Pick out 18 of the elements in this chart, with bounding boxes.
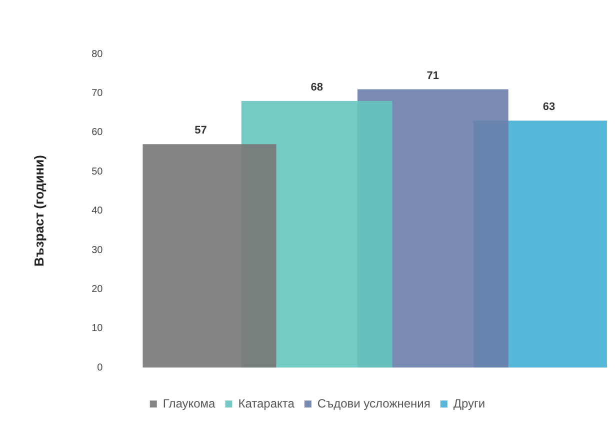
legend-label: Съдови усложнения bbox=[317, 396, 430, 410]
y-tick-label: 70 bbox=[92, 88, 104, 99]
legend-label: Катаракта bbox=[238, 396, 295, 410]
y-tick-label: 60 bbox=[92, 127, 104, 138]
data-label: 63 bbox=[542, 101, 556, 114]
y-tick-label: 10 bbox=[92, 323, 104, 334]
y-tick-label: 30 bbox=[92, 244, 104, 256]
y-tick-label: 0 bbox=[97, 362, 104, 374]
data-label: 57 bbox=[194, 124, 207, 137]
y-axis-title: Възраст (години) bbox=[31, 155, 46, 267]
y-tick-label: 80 bbox=[92, 48, 104, 60]
y-tick-label: 20 bbox=[92, 284, 104, 295]
y-tick-label: 40 bbox=[92, 206, 104, 217]
legend-label: Други bbox=[453, 396, 486, 410]
data-label: 68 bbox=[310, 82, 323, 94]
legend-label: Глаукома bbox=[162, 396, 216, 410]
data-label: 71 bbox=[426, 70, 440, 82]
y-tick-label: 50 bbox=[92, 166, 104, 178]
